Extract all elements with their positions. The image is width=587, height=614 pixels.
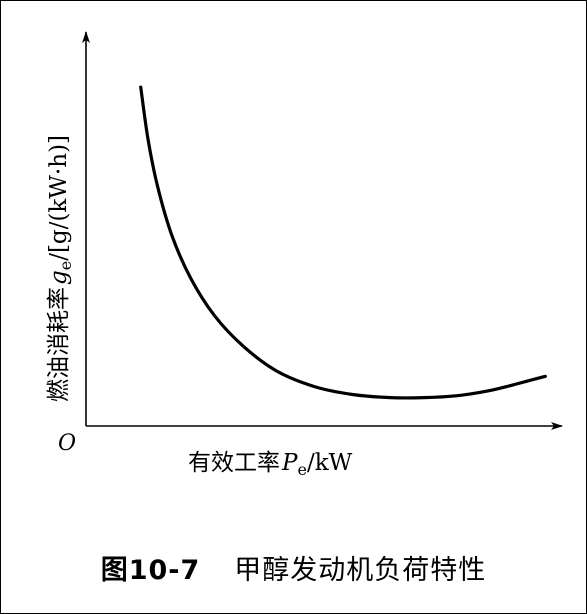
series-line (139, 85, 547, 400)
x-axis-label-symbol: P (281, 450, 298, 476)
x-axis-label-subscript: e (297, 460, 306, 479)
y-axis-label-subscript: e (56, 261, 75, 270)
x-axis-label-unit: /kW (307, 450, 353, 476)
chart-svg: O 有效工率Pe/kW 燃油消耗率ge/[g/(kW·h)] (46, 31, 563, 479)
y-axis-label-symbol: g (46, 270, 72, 285)
x-axis-label: 有效工率Pe/kW (188, 450, 353, 479)
origin-label: O (58, 431, 76, 456)
y-axis-label-prefix: 燃油消耗率 (46, 287, 72, 402)
figure-title: 甲醇发动机负荷特性 (234, 555, 487, 586)
figure-caption: 图10-7 甲醇发动机负荷特性 (0, 548, 587, 587)
x-axis-label-prefix: 有效工率 (188, 450, 280, 476)
y-axis-label-unit: /[g/(kW·h)] (46, 135, 72, 261)
figure-number: 图10-7 (100, 555, 201, 586)
y-axis-label: 燃油消耗率 ge/[g/(kW·h)] (46, 135, 75, 402)
